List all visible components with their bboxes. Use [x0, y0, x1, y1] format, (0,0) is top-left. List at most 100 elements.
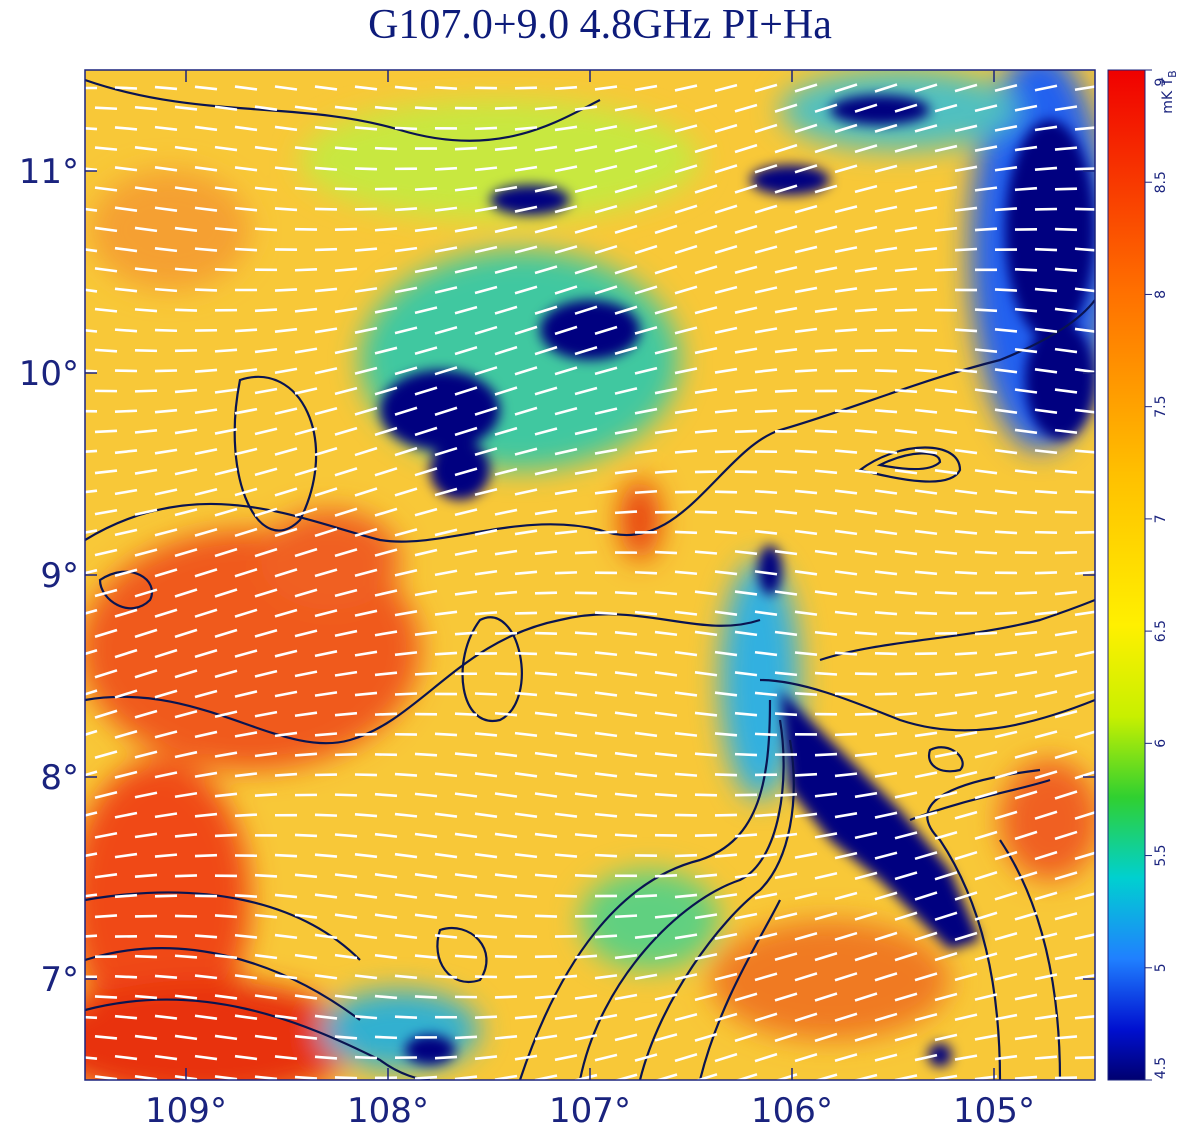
vector-dash [574, 954, 598, 959]
vector-dash [994, 730, 1018, 739]
vector-dash [294, 1075, 318, 1080]
vector-dash [94, 267, 118, 273]
vector-dash [254, 186, 278, 192]
vector-dash [574, 265, 598, 275]
vector-dash [854, 631, 878, 636]
map-image [85, 70, 1095, 1080]
vector-dash [954, 124, 978, 133]
vector-dash [674, 530, 698, 535]
vector-dash [194, 85, 218, 91]
vector-dash [834, 246, 858, 254]
vector-dash [234, 894, 258, 898]
vector-dash [234, 731, 258, 738]
vector-dash [894, 911, 918, 921]
vector-dash [654, 913, 678, 919]
vector-dash [714, 972, 738, 981]
vector-dash [814, 630, 838, 636]
vector-dash [294, 467, 318, 477]
vector-dash [914, 368, 938, 373]
vector-dash [474, 934, 498, 939]
vector-dash [994, 1013, 1018, 1021]
vector-dash [754, 286, 778, 294]
vector-dash [514, 1014, 538, 1020]
vector-dash [414, 548, 438, 557]
vector-dash [574, 792, 598, 798]
vector-dash [414, 507, 438, 517]
vector-dash [374, 346, 398, 355]
vector-dash [494, 1035, 518, 1040]
vector-dash [854, 1032, 878, 1042]
vector-dash [994, 1054, 1018, 1061]
vector-dash [734, 630, 758, 637]
vector-dash [414, 1075, 438, 1080]
vector-dash [954, 972, 978, 982]
vector-dash [994, 611, 1018, 616]
vector-dash [854, 712, 878, 716]
vector-dash [834, 1012, 858, 1022]
vector-dash [494, 146, 518, 151]
vector-dash [394, 893, 418, 899]
vector-dash [934, 591, 958, 595]
vector-dash [134, 1034, 158, 1041]
vector-dash [634, 570, 658, 575]
vector-dash [1074, 730, 1095, 739]
vector-dash [574, 994, 598, 1000]
vector-dash [274, 772, 298, 777]
vector-dash [134, 628, 158, 639]
vector-dash [254, 953, 278, 960]
colorbar-label-text: mK T [1160, 77, 1176, 113]
vector-dash [254, 387, 278, 395]
vector-dash [714, 530, 738, 535]
vector-dash [534, 105, 558, 111]
vector-dash [734, 265, 758, 275]
vector-dash [234, 328, 258, 333]
vector-dash [874, 651, 898, 656]
vector-dash [534, 509, 558, 516]
vector-dash [434, 326, 458, 335]
vector-dash [314, 691, 338, 697]
vector-dash [694, 388, 718, 394]
vector-dash [694, 1073, 718, 1080]
vector-dash [554, 894, 578, 898]
vector-dash [85, 1056, 98, 1060]
vector-dash [94, 750, 118, 760]
vector-dash [234, 85, 258, 91]
vector-dash [274, 447, 298, 456]
vector-dash [674, 204, 698, 214]
vector-dash [1034, 850, 1058, 861]
vector-dash [634, 325, 658, 335]
vector-dash [214, 994, 238, 1000]
vector-dash [1014, 790, 1038, 800]
vector-dash [414, 832, 438, 839]
vector-dash [694, 873, 718, 879]
vector-dash [174, 468, 198, 476]
vector-dash [834, 449, 858, 454]
vector-dash [874, 692, 898, 696]
vector-dash [734, 671, 758, 677]
vector-dash [974, 348, 998, 353]
vector-dash [374, 306, 398, 314]
vector-dash [374, 994, 398, 1000]
vector-dash [154, 771, 178, 779]
vector-dash [434, 166, 458, 171]
vector-dash [474, 893, 498, 899]
vector-dash [574, 671, 598, 677]
vector-dash [1034, 1055, 1058, 1060]
vector-dash [434, 893, 458, 899]
vector-dash [734, 833, 758, 838]
vector-dash [674, 449, 698, 454]
vector-dash [794, 529, 818, 536]
vector-dash [454, 426, 478, 437]
vector-dash [494, 106, 518, 110]
vector-dash [734, 347, 758, 354]
vector-dash [754, 972, 778, 982]
vector-dash [174, 994, 198, 1000]
vector-dash [814, 225, 838, 234]
vector-dash [834, 931, 858, 941]
vector-dash [794, 327, 818, 334]
vector-dash [974, 388, 998, 394]
vector-dash [134, 105, 158, 111]
vector-dash [694, 429, 718, 434]
vector-dash [394, 326, 418, 335]
vector-dash [454, 345, 478, 356]
